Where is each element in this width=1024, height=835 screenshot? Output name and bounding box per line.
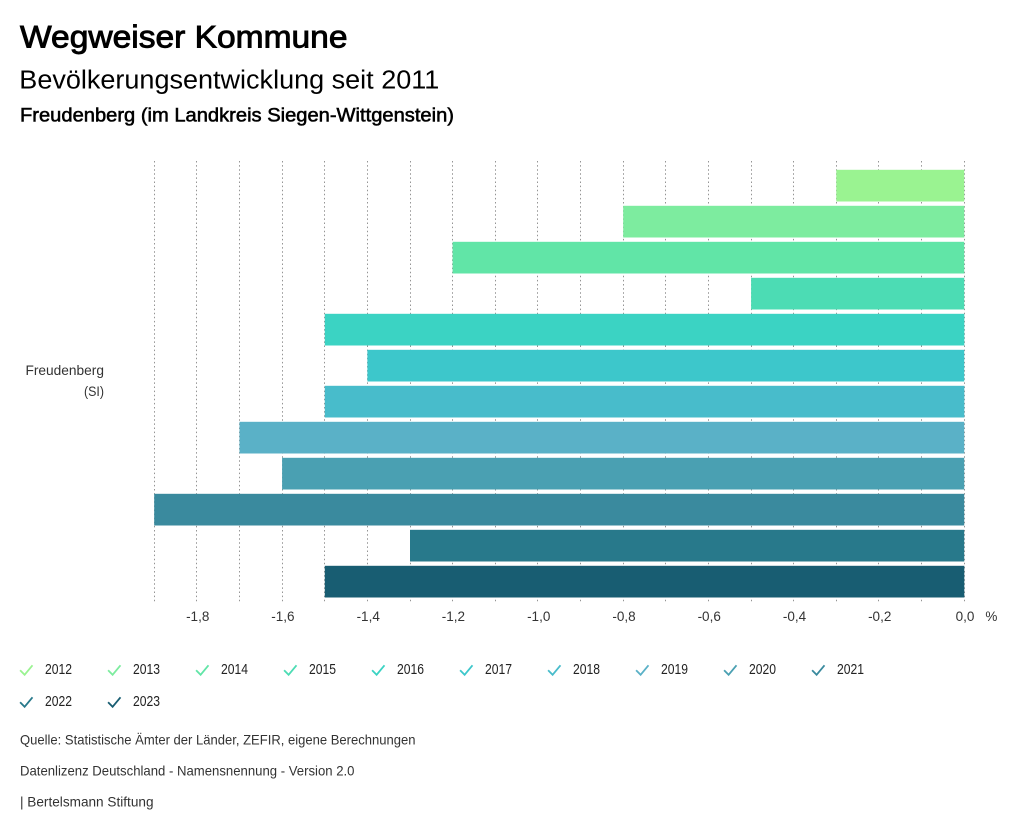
- svg-text:-1,2: -1,2: [442, 609, 465, 624]
- svg-text:Freudenberg (im Landkreis Sieg: Freudenberg (im Landkreis Siegen-Wittgen…: [20, 106, 454, 127]
- svg-text:2020: 2020: [749, 662, 776, 678]
- svg-text:Datenlizenz Deutschland - Name: Datenlizenz Deutschland - Namensnennung …: [20, 763, 355, 778]
- svg-text:(SI): (SI): [84, 384, 104, 399]
- svg-text:-0,6: -0,6: [698, 609, 721, 624]
- svg-text:-1,0: -1,0: [527, 609, 550, 624]
- svg-text:2023: 2023: [133, 694, 160, 710]
- svg-text:-0,2: -0,2: [868, 609, 891, 624]
- svg-text:-1,6: -1,6: [271, 609, 294, 624]
- svg-text:2016: 2016: [397, 662, 424, 678]
- svg-text:2018: 2018: [573, 662, 600, 678]
- svg-text:2013: 2013: [133, 662, 160, 678]
- svg-text:-1,4: -1,4: [357, 609, 381, 624]
- svg-text:Wegweiser Kommune: Wegweiser Kommune: [20, 19, 348, 55]
- svg-text:Quelle: Statistische Ämter der: Quelle: Statistische Ämter der Länder, Z…: [20, 731, 416, 747]
- svg-text:Freudenberg: Freudenberg: [26, 363, 105, 378]
- svg-text:2015: 2015: [309, 662, 336, 678]
- svg-text:2012: 2012: [45, 662, 72, 678]
- svg-text:2019: 2019: [661, 662, 688, 678]
- svg-text:Bevölkerungsentwicklung seit 2: Bevölkerungsentwicklung seit 2011: [19, 65, 439, 95]
- svg-text:%: %: [985, 609, 997, 624]
- svg-text:2017: 2017: [485, 662, 512, 678]
- svg-text:-0,4: -0,4: [783, 609, 807, 624]
- svg-text:2014: 2014: [221, 662, 248, 678]
- svg-text:2022: 2022: [45, 694, 72, 710]
- svg-text:2021: 2021: [837, 662, 864, 678]
- svg-text:0,0: 0,0: [956, 609, 975, 624]
- svg-text:-1,8: -1,8: [186, 609, 209, 624]
- svg-text:| Bertelsmann Stiftung: | Bertelsmann Stiftung: [20, 794, 154, 809]
- svg-text:-0,8: -0,8: [612, 609, 635, 624]
